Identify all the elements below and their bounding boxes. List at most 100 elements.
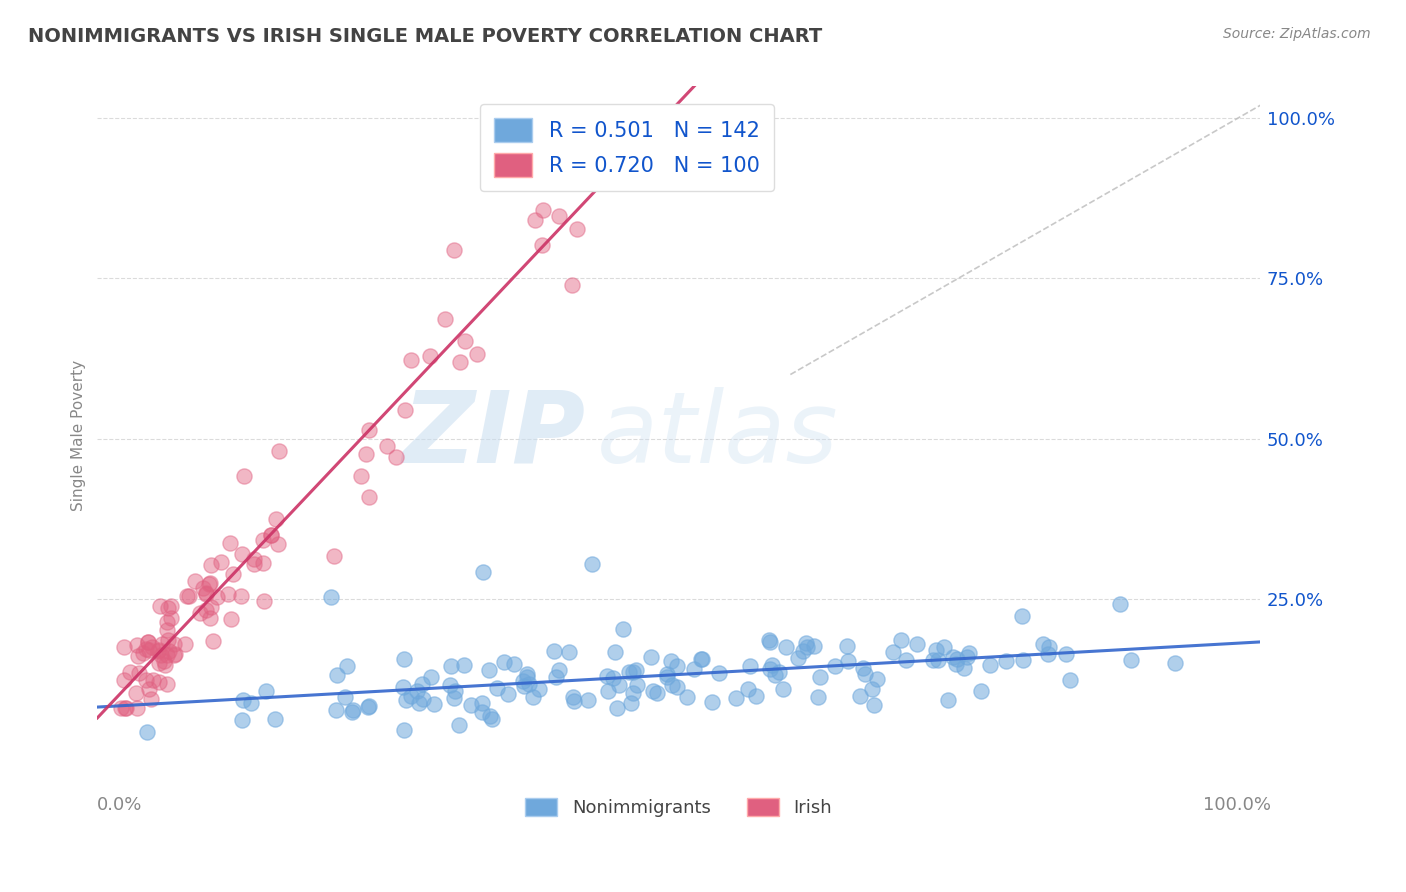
Point: [252, 556, 274, 570]
Point: [357, 490, 380, 504]
Point: [620, 696, 643, 710]
Point: [512, 679, 534, 693]
Point: [202, 633, 225, 648]
Point: [449, 355, 471, 369]
Point: [787, 651, 810, 665]
Point: [419, 349, 441, 363]
Point: [853, 666, 876, 681]
Point: [1011, 608, 1033, 623]
Point: [485, 681, 508, 696]
Point: [953, 661, 976, 675]
Point: [529, 682, 551, 697]
Point: [260, 527, 283, 541]
Point: [136, 635, 159, 649]
Point: [114, 700, 136, 714]
Point: [796, 640, 818, 655]
Point: [110, 700, 132, 714]
Point: [156, 648, 179, 662]
Point: [128, 665, 150, 680]
Point: [141, 640, 163, 655]
Point: [460, 698, 482, 713]
Point: [375, 440, 398, 454]
Point: [945, 657, 967, 672]
Point: [163, 648, 186, 662]
Point: [478, 663, 501, 677]
Point: [602, 671, 624, 685]
Point: [394, 652, 416, 666]
Point: [603, 645, 626, 659]
Point: [153, 654, 176, 668]
Point: [1059, 673, 1081, 687]
Point: [863, 698, 886, 712]
Point: [200, 600, 222, 615]
Point: [905, 637, 928, 651]
Point: [581, 558, 603, 572]
Point: [494, 656, 516, 670]
Point: [136, 635, 159, 649]
Point: [621, 686, 644, 700]
Point: [219, 612, 242, 626]
Point: [606, 144, 628, 158]
Point: [443, 691, 465, 706]
Point: [357, 699, 380, 714]
Point: [173, 637, 195, 651]
Point: [150, 637, 173, 651]
Y-axis label: Single Male Poverty: Single Male Poverty: [72, 359, 86, 511]
Point: [335, 690, 357, 704]
Point: [512, 674, 534, 689]
Point: [690, 652, 713, 666]
Point: [576, 693, 599, 707]
Text: atlas: atlas: [598, 387, 839, 483]
Point: [411, 677, 433, 691]
Point: [516, 670, 538, 684]
Point: [979, 657, 1001, 672]
Point: [641, 683, 664, 698]
Point: [135, 673, 157, 687]
Point: [946, 652, 969, 666]
Point: [794, 635, 817, 649]
Point: [807, 690, 830, 704]
Point: [138, 682, 160, 697]
Point: [422, 697, 444, 711]
Point: [195, 586, 218, 600]
Point: [612, 622, 634, 636]
Point: [1054, 647, 1077, 661]
Point: [135, 724, 157, 739]
Text: Source: ZipAtlas.com: Source: ZipAtlas.com: [1223, 27, 1371, 41]
Point: [942, 650, 965, 665]
Point: [1121, 653, 1143, 667]
Point: [395, 693, 418, 707]
Point: [439, 678, 461, 692]
Point: [596, 669, 619, 683]
Point: [607, 678, 630, 692]
Point: [453, 658, 475, 673]
Point: [267, 537, 290, 551]
Point: [547, 663, 569, 677]
Point: [503, 657, 526, 671]
Point: [761, 658, 783, 673]
Point: [323, 549, 346, 563]
Point: [759, 635, 782, 649]
Point: [252, 533, 274, 548]
Point: [263, 712, 285, 726]
Point: [240, 696, 263, 710]
Point: [922, 653, 945, 667]
Point: [142, 673, 165, 687]
Point: [471, 696, 494, 710]
Point: [481, 712, 503, 726]
Point: [194, 587, 217, 601]
Point: [254, 683, 277, 698]
Point: [683, 662, 706, 676]
Point: [269, 444, 291, 458]
Point: [702, 695, 724, 709]
Point: [443, 243, 465, 257]
Point: [626, 678, 648, 692]
Point: [890, 632, 912, 647]
Text: NONIMMIGRANTS VS IRISH SINGLE MALE POVERTY CORRELATION CHART: NONIMMIGRANTS VS IRISH SINGLE MALE POVER…: [28, 27, 823, 45]
Point: [219, 536, 242, 550]
Point: [661, 678, 683, 692]
Point: [325, 703, 347, 717]
Point: [957, 646, 980, 660]
Point: [772, 681, 794, 696]
Point: [737, 682, 759, 697]
